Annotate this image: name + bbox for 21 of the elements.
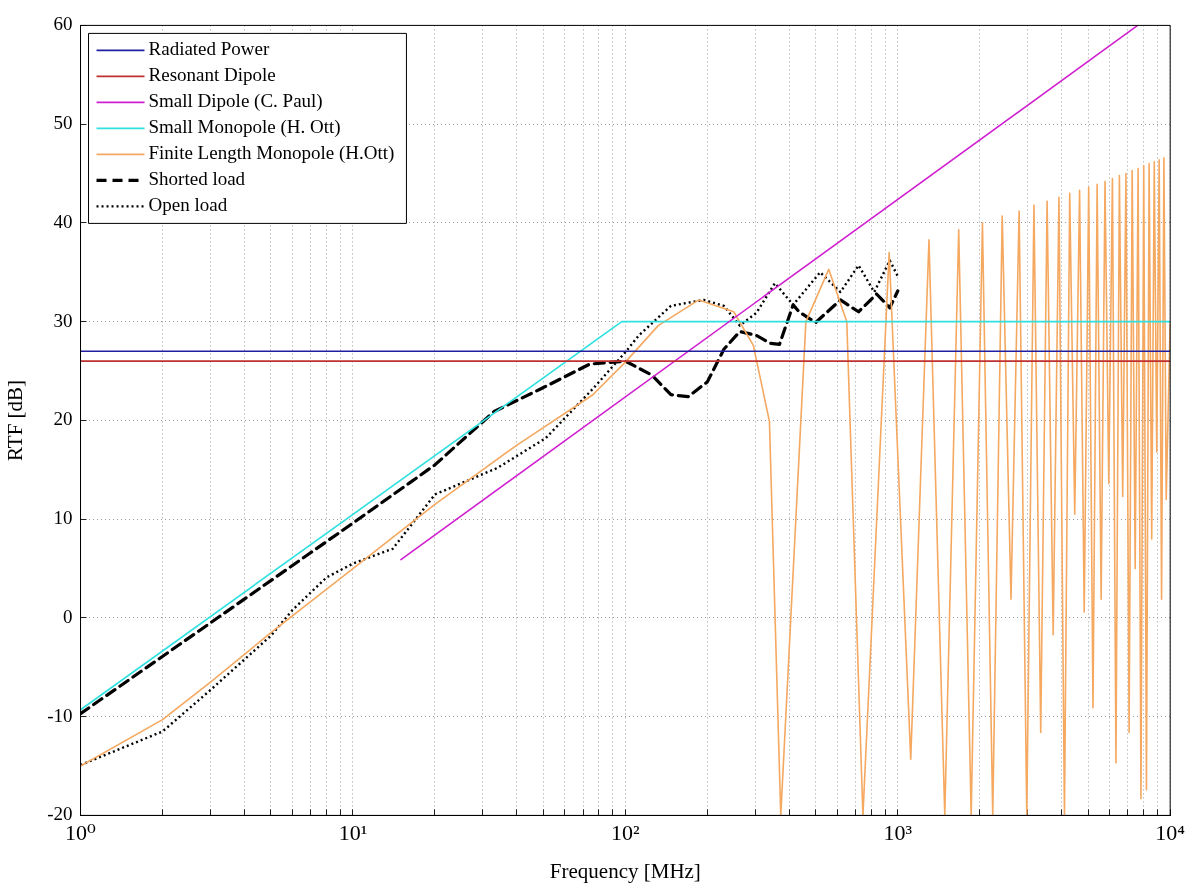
legend-label: Small Monopole (H. Ott) — [148, 116, 341, 139]
legend-label: Finite Length Monopole (H.Ott) — [148, 142, 395, 165]
legend-label: Shorted load — [148, 168, 246, 190]
y-tick-label: 40 — [53, 210, 73, 232]
x-tick-label: 10¹ — [338, 820, 368, 846]
x-axis-title: Frequency [MHz] — [549, 858, 701, 883]
y-axis-title: RTF [dB] — [3, 379, 28, 461]
legend-label: Radiated Power — [148, 38, 271, 60]
y-tick-label: 20 — [53, 408, 73, 430]
y-tick-label: 50 — [53, 112, 73, 134]
legend-label: Resonant Dipole — [148, 64, 276, 86]
y-tick-label: 60 — [53, 13, 73, 35]
x-tick-label: 10² — [611, 820, 641, 846]
legend-label: Open load — [148, 194, 228, 216]
x-tick-label: 10⁴ — [1155, 820, 1186, 846]
legend-label: Small Dipole (C. Paul) — [148, 90, 323, 113]
y-tick-label: 10 — [53, 507, 73, 529]
y-tick-label: 30 — [53, 309, 73, 331]
x-tick-label: 10³ — [883, 820, 913, 846]
y-tick-label: 0 — [63, 605, 73, 627]
y-tick-label: -10 — [47, 704, 73, 726]
